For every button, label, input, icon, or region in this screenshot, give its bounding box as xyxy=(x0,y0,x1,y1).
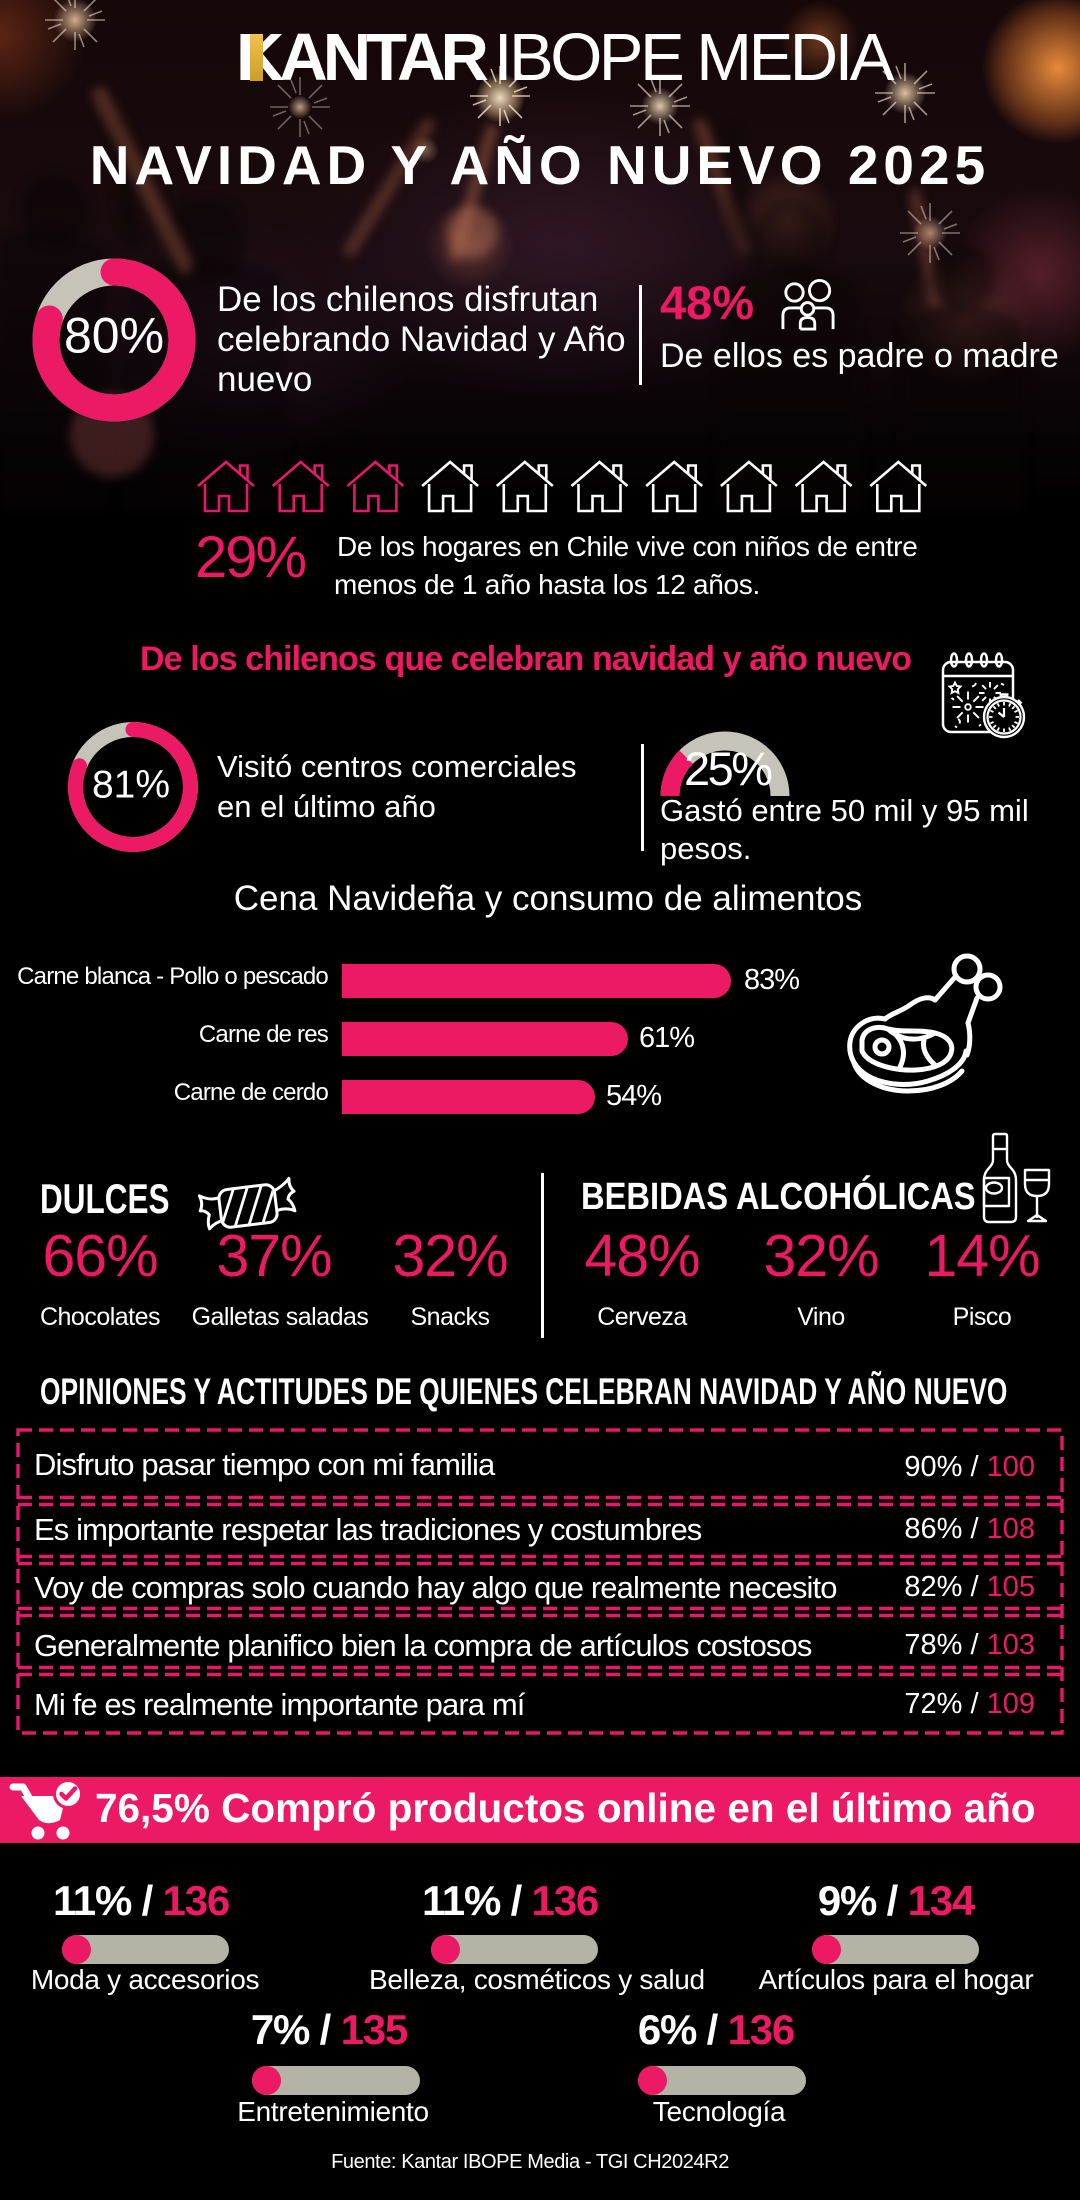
svg-text:81%: 81% xyxy=(92,764,170,807)
svg-text:80%: 80% xyxy=(64,308,164,364)
